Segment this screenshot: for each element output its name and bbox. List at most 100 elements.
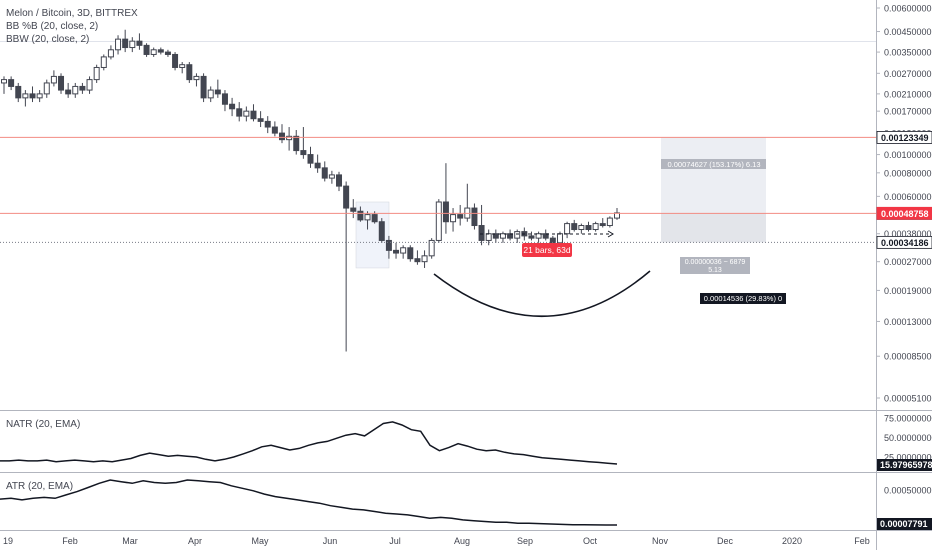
candle-body xyxy=(250,110,257,120)
candle-body xyxy=(578,225,585,231)
candle xyxy=(478,204,485,246)
candle xyxy=(592,221,599,232)
price-tick-label: 0.00027000 xyxy=(884,257,932,267)
entry-label-box xyxy=(680,257,750,274)
candle xyxy=(407,245,414,262)
candle xyxy=(507,229,514,241)
candle-body xyxy=(450,214,457,223)
candle xyxy=(236,102,243,122)
candle xyxy=(229,97,236,117)
rounding-bottom-arc xyxy=(433,270,651,317)
long-position-target-zone xyxy=(661,137,766,214)
price-tick-label: 0.00019000 xyxy=(884,286,932,296)
candle xyxy=(43,79,50,98)
candle xyxy=(357,206,364,222)
symbol-title[interactable]: Melon / Bitcoin, 3D, BITTREX xyxy=(6,8,138,19)
candle-body xyxy=(129,40,136,49)
candle xyxy=(179,62,186,74)
candle xyxy=(314,154,321,173)
candle xyxy=(15,82,22,103)
candle-body xyxy=(136,40,143,46)
range-badge-label: 21 bars, 63d xyxy=(523,245,571,255)
candle xyxy=(300,127,307,159)
candle-body xyxy=(542,233,549,239)
candle-body xyxy=(571,223,578,231)
candle-body xyxy=(214,89,221,95)
candle xyxy=(614,208,620,220)
candle-body xyxy=(514,231,521,239)
time-tick-label: Jul xyxy=(389,536,401,546)
candle xyxy=(442,163,449,234)
candle xyxy=(100,54,107,71)
candle xyxy=(122,29,129,53)
candles-layer xyxy=(1,29,620,352)
atr-tick-label: 0.00050000 xyxy=(884,485,932,495)
candle xyxy=(464,183,471,222)
candle-body xyxy=(1,79,7,84)
candle-body xyxy=(157,49,164,53)
candle xyxy=(214,79,221,98)
stop-label-text: 0.00014536 (29.83%) 0 xyxy=(704,294,782,303)
time-tick-label: Sep xyxy=(517,536,533,546)
price-tick-label: 0.00080000 xyxy=(884,168,932,178)
candle xyxy=(250,104,257,122)
candle-body xyxy=(350,207,357,212)
natr-line xyxy=(0,421,618,465)
candle-body xyxy=(378,221,385,241)
candle-body xyxy=(293,135,300,152)
candle xyxy=(264,116,271,134)
overlay-drawings-layer: 21 bars, 63d 0.00074627 (153.17%) 6.13 0.0… xyxy=(433,159,786,317)
price-tick-label: 0.00350000 xyxy=(884,48,932,58)
candle-body xyxy=(328,174,335,179)
price-tick-label: 0.00450000 xyxy=(884,27,932,37)
candle-body xyxy=(428,239,435,257)
candle-body xyxy=(236,108,243,117)
candle-body xyxy=(164,51,171,55)
time-tick-label: 2020 xyxy=(782,536,802,546)
candle xyxy=(428,238,435,259)
horizontal-lines-layer xyxy=(0,136,876,243)
candle xyxy=(29,86,36,103)
natr-tick-label: 75.00000000 xyxy=(884,414,932,424)
price-tick-label: 0.00038000 xyxy=(884,229,932,239)
candle xyxy=(293,130,300,155)
candle xyxy=(585,221,592,232)
candle-body xyxy=(257,118,264,122)
time-tick-label: May xyxy=(251,536,269,546)
candle xyxy=(343,181,350,352)
candle-body xyxy=(72,85,79,95)
time-tick-label: Feb xyxy=(62,536,78,546)
natr-legend[interactable]: NATR (20, EMA) xyxy=(6,419,81,430)
atr-legend[interactable]: ATR (20, EMA) xyxy=(6,481,74,492)
candle xyxy=(378,218,385,243)
atr-line xyxy=(0,479,617,526)
price-tick-label: 0.00100000 xyxy=(884,150,932,160)
entry-label-text: 5.13 xyxy=(708,267,722,274)
candle-body xyxy=(115,38,122,51)
time-tick-label: Aug xyxy=(454,536,470,546)
candle-body xyxy=(43,82,50,95)
price-label-text: 0.00034186 xyxy=(881,238,929,248)
candle xyxy=(86,76,93,94)
candle xyxy=(36,90,43,103)
date-range-arrowhead xyxy=(607,230,614,238)
price-tick-label: 0.00008500 xyxy=(884,352,932,362)
bbw-legend[interactable]: BBW (20, close, 2) xyxy=(6,34,90,45)
candle xyxy=(535,231,542,243)
candle xyxy=(278,124,285,144)
candle xyxy=(321,161,328,182)
candle xyxy=(129,37,136,53)
candle-body xyxy=(478,225,485,241)
candle-body xyxy=(264,120,271,128)
candle-body xyxy=(457,214,464,219)
candle xyxy=(72,82,79,98)
candle-body xyxy=(492,233,499,239)
candle-body xyxy=(200,75,207,99)
long-position-stop-zone xyxy=(661,213,766,243)
candle-body xyxy=(65,89,72,95)
candle xyxy=(435,199,442,243)
bb-percent-b-legend[interactable]: BB %B (20, close, 2) xyxy=(6,21,99,32)
